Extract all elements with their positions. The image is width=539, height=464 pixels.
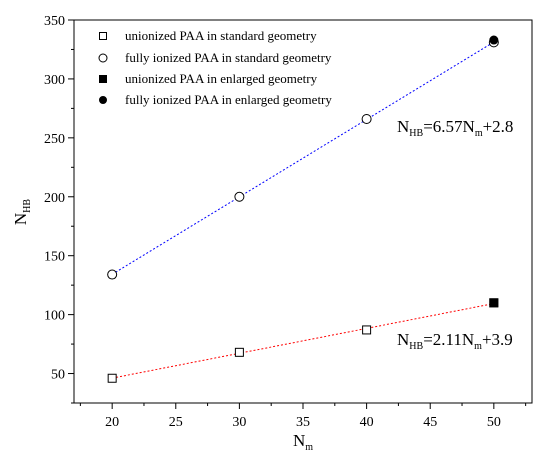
- y-axis-title: NHB: [11, 199, 33, 226]
- equation-part: N: [397, 330, 409, 349]
- data-point: [107, 269, 118, 280]
- data-point: [489, 35, 499, 45]
- y-tick-label: 300: [44, 73, 65, 88]
- x-tick-label: 40: [360, 415, 374, 430]
- x-tick-label: 50: [487, 415, 501, 430]
- x-axis-title: Nm: [293, 431, 313, 453]
- legend-label: unionized PAA in enlarged geometry: [125, 71, 318, 86]
- legend-label: fully ionized PAA in enlarged geometry: [125, 92, 332, 107]
- x-tick-label: 20: [105, 415, 119, 430]
- legend-label: unionized PAA in standard geometry: [125, 28, 317, 43]
- y-axis-title-main: N: [11, 213, 30, 225]
- equation-subscript: m: [475, 128, 483, 139]
- fit-line: [112, 303, 494, 379]
- x-axis-title-subscript: m: [305, 442, 313, 453]
- y-tick-label: 50: [51, 368, 65, 383]
- equation-subscript: HB: [409, 341, 423, 352]
- equation-subscript: HB: [409, 128, 423, 139]
- x-tick-label: 25: [169, 415, 183, 430]
- y-tick-label: 350: [44, 14, 65, 29]
- x-tick-label: 45: [423, 415, 437, 430]
- legend-label: fully ionized PAA in standard geometry: [125, 50, 332, 65]
- legend-marker: [98, 53, 108, 63]
- x-axis-title-main: N: [293, 431, 305, 450]
- data-point: [489, 298, 499, 308]
- y-tick-label: 250: [44, 132, 65, 147]
- y-tick-label: 150: [44, 250, 65, 265]
- fit-equation: NHB=6.57Nm+2.8: [397, 117, 513, 139]
- x-tick-label: 35: [296, 415, 310, 430]
- equation-part: =2.11N: [423, 330, 474, 349]
- fit-equation: NHB=2.11Nm+3.9: [397, 330, 513, 352]
- fit-lines: [111, 41, 495, 379]
- fit-line: [111, 41, 495, 275]
- x-axis-ticks: 20 25 30 35 40 45 50: [79, 403, 527, 430]
- data-point: [234, 347, 244, 357]
- legend-marker: [99, 96, 107, 104]
- y-tick-label: 200: [44, 191, 65, 206]
- data-point: [107, 373, 117, 383]
- equation-part: +2.8: [483, 117, 514, 136]
- legend: unionized PAA in standard geometry fully …: [98, 28, 332, 107]
- equation-part: =6.57N: [423, 117, 475, 136]
- y-tick-label: 100: [44, 309, 65, 324]
- equation-part: +3.9: [482, 330, 513, 349]
- legend-marker: [99, 75, 107, 83]
- data-point: [361, 113, 372, 124]
- legend-marker: [99, 32, 107, 40]
- data-points: [107, 35, 499, 383]
- equation-part: N: [397, 117, 409, 136]
- x-tick-label: 30: [232, 415, 246, 430]
- data-point: [234, 191, 245, 202]
- y-axis-title-subscript: HB: [22, 199, 33, 213]
- y-axis-ticks: 50 100 150 200 250 300 350: [44, 14, 74, 404]
- data-point: [362, 325, 372, 335]
- equation-subscript: m: [474, 341, 482, 352]
